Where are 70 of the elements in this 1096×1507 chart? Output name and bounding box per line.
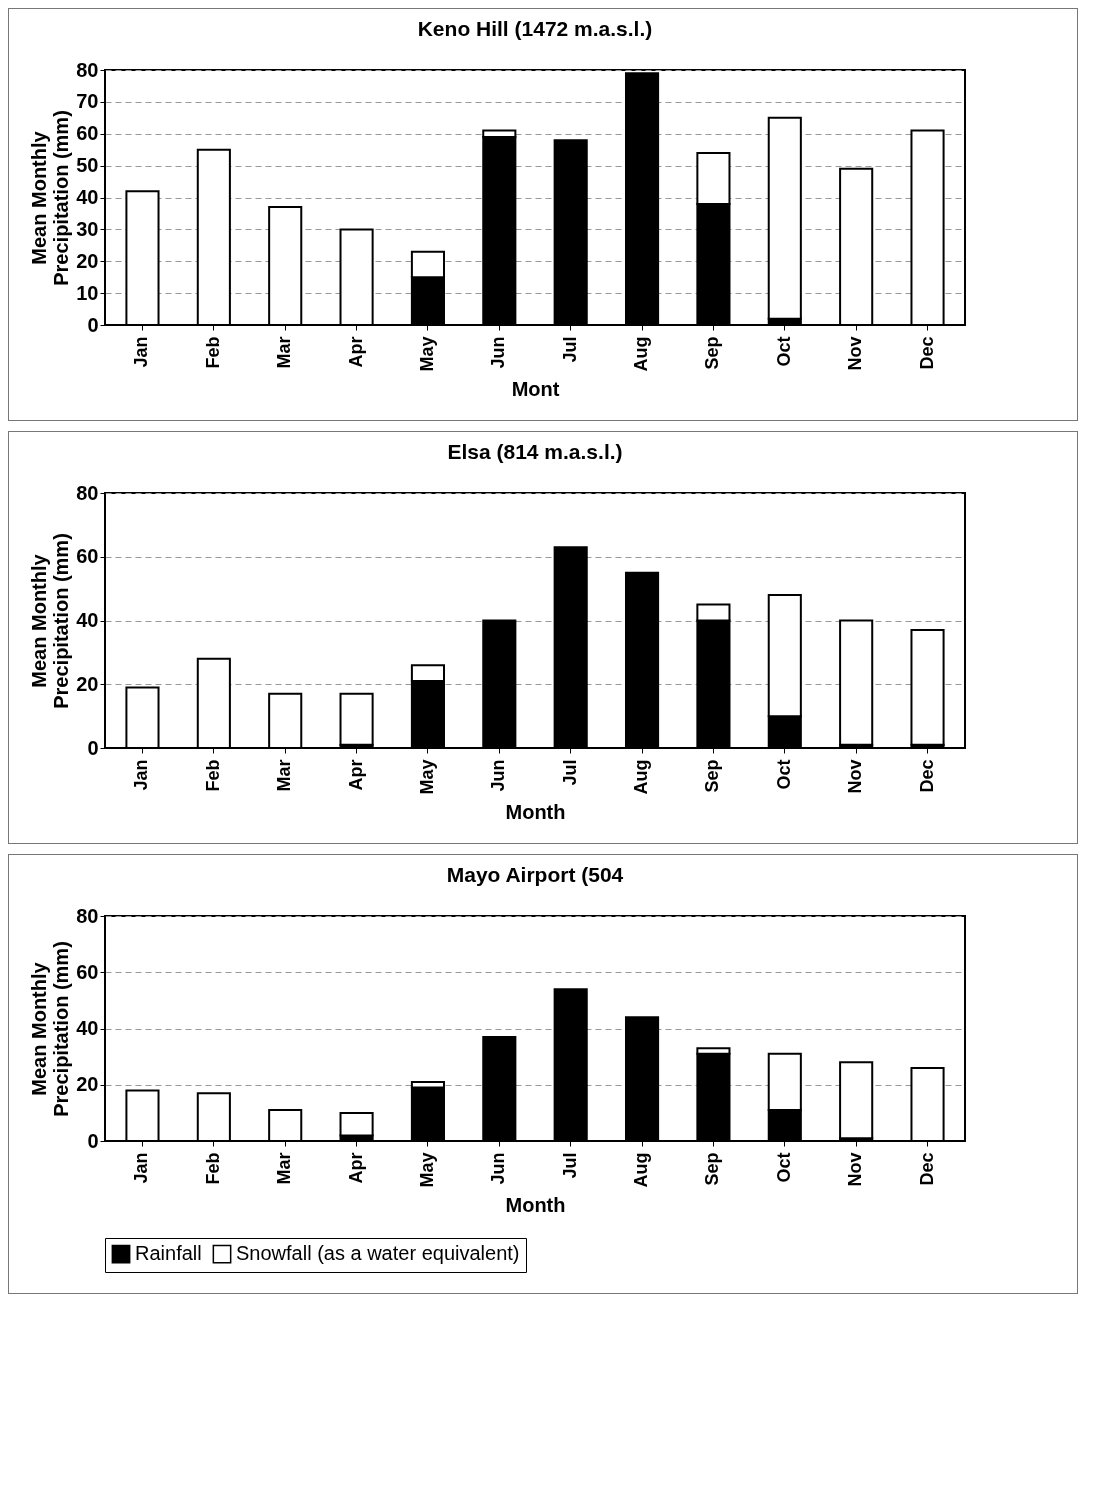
x-tick-label: Dec (916, 759, 937, 793)
x-axis-title: Mont (511, 377, 560, 400)
x-tick-label: Jan (131, 336, 152, 368)
y-tick-label: 40 (76, 1017, 99, 1039)
y-tick-label: 10 (76, 281, 99, 304)
chart-title: Mayo Airport (504 (446, 863, 624, 886)
y-tick-label: 80 (76, 58, 99, 81)
y-axis-title: Mean Monthly Precipitation (mm) (28, 533, 73, 709)
x-tick-label: Nov (845, 1152, 866, 1187)
x-tick-label: May (416, 1152, 437, 1188)
y-tick-label: 0 (87, 736, 99, 759)
x-tick-label: Jun (488, 759, 509, 792)
y-tick-label: 70 (76, 90, 99, 113)
y-tick-label: 60 (76, 545, 99, 568)
y-tick-label: 80 (76, 904, 99, 927)
bar (839, 619, 874, 746)
x-tick-label: Oct (773, 759, 794, 790)
y-axis-title: Mean Monthly Precipitation (mm) (28, 110, 73, 286)
x-tick-label: May (416, 759, 437, 795)
x-tick-label: Aug (631, 759, 652, 795)
x-tick-label: Feb (202, 1152, 223, 1185)
y-tick-label: 0 (87, 1129, 99, 1152)
x-tick-label: Mar (274, 336, 295, 369)
x-tick-label: Apr (345, 759, 366, 791)
y-tick-label: 0 (87, 313, 99, 336)
x-tick-label: Jan (131, 1152, 152, 1184)
x-axis-title: Month (505, 800, 566, 823)
x-tick-label: Mar (274, 1152, 295, 1185)
x-tick-label: Jul (559, 1152, 580, 1179)
x-tick-label: Apr (345, 1152, 366, 1184)
x-tick-label: Feb (202, 336, 223, 369)
y-tick-label: 50 (76, 154, 99, 177)
y-tick-label: 20 (76, 249, 99, 272)
y-tick-label: 80 (76, 481, 99, 504)
x-tick-label: Feb (202, 759, 223, 792)
y-tick-label: 40 (76, 186, 99, 208)
y-tick-label: 20 (76, 672, 99, 695)
x-tick-label: Sep (702, 336, 723, 370)
x-tick-label: Nov (845, 336, 866, 371)
x-tick-label: Nov (845, 759, 866, 794)
bar (839, 1061, 874, 1140)
x-tick-label: Aug (631, 336, 652, 372)
x-tick-label: Dec (916, 1152, 937, 1186)
x-tick-label: Jul (559, 759, 580, 786)
y-tick-label: 60 (76, 122, 99, 145)
x-tick-label: Sep (702, 1152, 723, 1186)
x-tick-label: Aug (631, 1152, 652, 1188)
x-tick-label: Sep (702, 759, 723, 793)
legend-label: Rainfall (135, 1242, 202, 1265)
y-axis-title: Mean Monthly Precipitation (mm) (28, 941, 73, 1117)
x-tick-label: Jun (488, 1152, 509, 1185)
x-tick-label: Jan (131, 759, 152, 791)
x-tick-label: Jun (488, 336, 509, 369)
y-tick-label: 40 (76, 609, 99, 631)
y-tick-label: 60 (76, 960, 99, 983)
x-tick-label: Dec (916, 336, 937, 370)
x-axis-title: Month (505, 1193, 566, 1216)
x-tick-label: Mar (274, 759, 295, 792)
x-tick-label: May (416, 336, 437, 372)
x-tick-label: Jul (559, 336, 580, 363)
y-tick-label: 20 (76, 1073, 99, 1096)
legend-label: Snowfall (as a water equivalent) (236, 1242, 520, 1265)
x-tick-label: Oct (773, 336, 794, 367)
y-tick-label: 30 (76, 217, 99, 240)
chart-title: Keno Hill (1472 m.a.s.l.) (417, 17, 653, 40)
x-tick-label: Oct (773, 1152, 794, 1183)
x-tick-label: Apr (345, 336, 366, 368)
bar (910, 629, 945, 746)
chart-title: Elsa (814 m.a.s.l.) (447, 440, 623, 463)
bar (339, 692, 374, 746)
